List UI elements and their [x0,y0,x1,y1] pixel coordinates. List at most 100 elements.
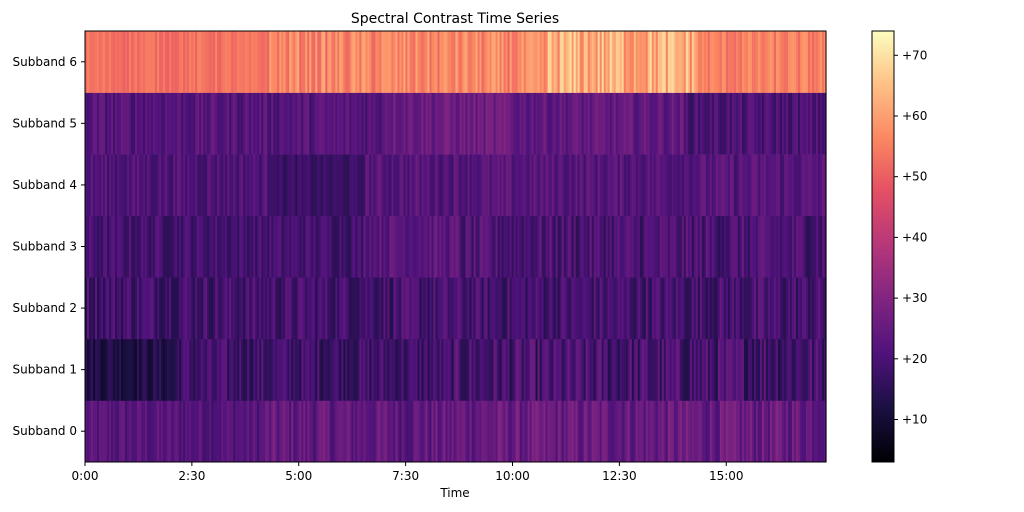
heatmap-cell [399,215,403,278]
heatmap-cell [811,215,815,278]
heatmap-cell [531,338,535,401]
heatmap-cell [539,338,543,401]
heatmap-cell [477,215,481,278]
heatmap-cell [515,92,519,155]
heatmap-cell [371,154,374,217]
heatmap-cell [233,31,236,93]
heatmap-cell [273,154,276,217]
heatmap-cell [391,154,395,217]
heatmap-cell [125,31,128,93]
heatmap-cell [563,215,567,278]
heatmap-cell [175,338,178,401]
heatmap-cell [673,277,677,340]
heatmap-cell [181,277,184,340]
heatmap-cell [789,154,793,217]
heatmap-cell [607,31,611,93]
heatmap-cell [359,92,362,155]
heatmap-cell [575,338,579,401]
heatmap-cell [393,31,397,93]
heatmap-cell [589,31,593,93]
heatmap-cell [273,277,276,340]
heatmap-cell [791,154,795,217]
heatmap-cell [693,31,697,93]
heatmap-cell [705,400,709,463]
heatmap-cell [587,400,591,463]
heatmap-cell [317,215,320,278]
heatmap-cell [591,400,595,463]
heatmap-cell [199,400,202,463]
heatmap-cell [107,277,110,340]
heatmap-cell [479,400,483,463]
heatmap-cell [353,92,356,155]
heatmap-cell [145,338,148,401]
heatmap-cell [407,154,411,217]
heatmap-cell [465,277,469,340]
heatmap-cell [787,277,791,340]
heatmap-cell [161,92,164,155]
heatmap-cell [729,92,733,155]
heatmap-cell [115,338,118,401]
heatmap-cell [403,92,407,155]
colorbar-tick-label: +40 [902,230,927,244]
heatmap-cell [165,400,168,463]
heatmap-cell [97,92,100,155]
heatmap-cell [93,338,96,401]
heatmap-cell [355,92,358,155]
heatmap-cell [121,154,124,217]
heatmap-cell [441,400,445,463]
heatmap-cell [363,31,366,93]
heatmap-cell [721,338,725,401]
heatmap-cell [735,338,739,401]
heatmap-cell [773,400,777,463]
heatmap-cell [573,31,577,93]
heatmap-cell [471,92,475,155]
heatmap-cell [605,400,609,463]
heatmap-cell [117,154,120,217]
heatmap-cell [597,215,601,278]
heatmap-cell [639,31,643,93]
heatmap-cell [143,400,146,463]
heatmap-cell [179,277,182,340]
heatmap-cell [613,338,617,401]
heatmap-cell [343,400,346,463]
heatmap-cell [573,400,577,463]
heatmap-cell [545,277,549,340]
heatmap-cell [635,400,639,463]
heatmap-cell [713,338,717,401]
heatmap-cell [185,92,188,155]
heatmap-cell [809,277,813,340]
heatmap-cell [369,338,372,401]
heatmap-cell [749,277,753,340]
heatmap-cell [393,92,397,155]
heatmap-cell [657,277,661,340]
heatmap-cell [591,338,595,401]
heatmap-cell [751,92,755,155]
heatmap-cell [87,92,90,155]
heatmap-cell [103,277,106,340]
heatmap-cell [707,338,711,401]
heatmap-cell [589,338,593,401]
heatmap-cell [655,400,659,463]
heatmap-cell [609,154,613,217]
heatmap-cell [787,400,791,463]
heatmap-cell [745,92,749,155]
heatmap-cell [569,31,573,93]
heatmap-cell [619,92,623,155]
heatmap-cell [455,31,459,93]
heatmap-cell [357,31,360,93]
heatmap-cell [159,154,162,217]
heatmap-cell [193,154,196,217]
heatmap-cell [767,92,771,155]
heatmap-cell [497,215,501,278]
heatmap-cell [487,400,491,463]
heatmap-cell [637,400,641,463]
heatmap-cell [273,400,276,463]
heatmap-cell [373,400,376,463]
heatmap-cell [595,215,599,278]
heatmap-cell [237,215,240,278]
heatmap-cell [383,338,386,401]
heatmap-cell [471,338,475,401]
heatmap-cell [661,92,665,155]
heatmap-cell [97,338,100,401]
y-tick-label: Subband 5 [13,116,77,130]
